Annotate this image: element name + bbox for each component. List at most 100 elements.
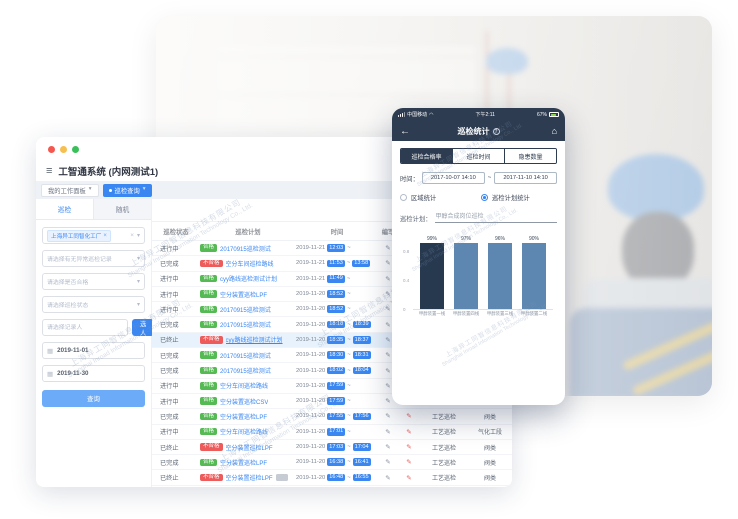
plan-link[interactable]: 空分装置巡检CSV [220, 399, 269, 406]
time-date: 2019-11-20 [296, 367, 326, 374]
sidebar-tab-random[interactable]: 随机 [94, 199, 151, 219]
segment-tab-1[interactable]: 巡检合格率 [401, 149, 452, 163]
filter-select-1[interactable]: 请选择有无异常巡检记录 ▾ [42, 250, 145, 267]
back-icon[interactable]: ← [400, 125, 410, 137]
chevron-down-icon: ▾ [88, 186, 92, 193]
plan-link[interactable]: 20170915巡检测试 [220, 246, 271, 253]
plan-link[interactable]: 空分车间巡检路线 [220, 384, 269, 391]
plan-link[interactable]: 20170915巡检测试 [220, 369, 271, 376]
radio-label: 区域统计 [411, 195, 437, 202]
battery-icon [549, 112, 559, 117]
area-cell: 气化工段 [477, 430, 502, 437]
plan-link[interactable]: 空分装置巡检LPF [220, 414, 268, 421]
tab-inspection-query[interactable]: 巡检查询 ▾ [102, 183, 152, 197]
date-start-field[interactable]: ▦ 2019-11-01 [42, 342, 145, 359]
time-date: 2019-11-20 [296, 398, 326, 405]
plan-link[interactable]: 空分装置巡检LPF [220, 460, 268, 467]
plan-link[interactable]: 空分车间巡检路线 [220, 430, 269, 437]
pick-person-button[interactable]: 选人 [132, 319, 155, 337]
filter-placeholder: 请选择巡检状态 [47, 303, 89, 309]
bar[interactable] [488, 243, 512, 309]
filter-select-3[interactable]: 请选择巡检状态 ▾ [42, 296, 145, 313]
plan-cell: 合格 空分装置巡检LPF [200, 412, 296, 421]
edit-icon[interactable]: ✎ [406, 428, 412, 436]
bar[interactable] [420, 243, 444, 309]
tab-inspection-query-label: 巡检查询 [114, 187, 140, 195]
table-row[interactable]: 已终止 不合格 空分装置巡检LPF 2019-11-20 16:48 ~16:55 ✎ ✎ 工艺… [152, 470, 512, 486]
help-icon[interactable]: ? [492, 128, 500, 135]
sidebar-tab-inspection[interactable]: 巡检 [36, 199, 94, 219]
org-select[interactable]: 上海异工同智化工厂 × × ▾ [42, 227, 145, 244]
plan-link[interactable]: cyy路线巡检测试计划 [220, 277, 278, 284]
plan-cell: 不合格 空分装置巡检LPF [200, 473, 296, 482]
plan-cell: 合格 20170915巡检测试 [200, 351, 296, 360]
plan-link[interactable]: 空分车间巡检路线 [225, 261, 274, 268]
zoom-button[interactable] [72, 146, 79, 153]
plan-link[interactable]: 空分装置巡检LPF [225, 445, 273, 452]
query-button[interactable]: 查询 [42, 389, 145, 407]
y-tick-label: 0.8 [403, 248, 410, 254]
time-cell: 2019-11-20 16:38 ~16:41 [296, 458, 378, 467]
time-to-field[interactable]: 2017-11-10 14:10 [494, 172, 557, 184]
range-separator: ~ [487, 175, 492, 181]
filter-select-2[interactable]: 请选择是否合格 ▾ [42, 273, 145, 290]
time-start-badge: 11:53 [327, 259, 345, 268]
plan-cell: 合格 20170915巡检测试 [200, 366, 296, 375]
minimize-button[interactable] [60, 146, 67, 153]
plan-cell: 合格 空分车间巡检路线 [200, 427, 296, 436]
status-cell: 已完成 [160, 260, 179, 268]
pass-badge: 合格 [200, 290, 218, 298]
bar[interactable] [454, 243, 478, 309]
status-cell: 已终止 [160, 475, 179, 483]
edit-icon[interactable]: ✎ [406, 459, 412, 467]
bar[interactable] [522, 243, 546, 309]
time-start-badge: 11:49 [327, 274, 345, 283]
x-axis-line [413, 309, 553, 310]
plan-link[interactable]: 空分装置巡检LPF [225, 476, 273, 483]
time-date: 2019-11-20 [296, 306, 326, 313]
radio-option-2[interactable]: 巡检计划统计 [481, 193, 557, 202]
bars-group: 99% 甲醇装置一线 97% 甲醇装置四线 96% 甲醇装置三线 90% 甲醇装置二线 [419, 236, 551, 316]
home-icon[interactable]: ⌂ [551, 126, 557, 136]
bar-value-label: 90% [528, 236, 539, 243]
time-tilde: ~ [347, 428, 351, 435]
fail-badge: 不合格 [200, 259, 223, 268]
time-tilde: ~ [346, 275, 351, 282]
org-tag: 上海异工同智化工厂 × [47, 229, 111, 242]
time-from-field[interactable]: 2017-10-07 14:10 [421, 172, 485, 184]
plan-link[interactable]: 20170915巡检测试 [220, 307, 271, 314]
table-row[interactable]: 已终止 不合格 空分装置巡检LPF 2019-11-20 17:03 ~17:04 ✎ ✎ 工艺… [152, 439, 512, 456]
radio-option-1[interactable]: 区域统计 [400, 193, 476, 202]
segment-tab-2[interactable]: 巡检时间 [452, 149, 504, 163]
area-cell: 阀类 [483, 414, 496, 421]
status-cell: 已完成 [160, 322, 179, 330]
clear-icon[interactable]: × [130, 232, 134, 239]
plan-link[interactable]: 20170915巡检测试 [220, 353, 271, 360]
plan-select[interactable]: 甲醇合成岗位巡检 [435, 211, 557, 223]
table-row[interactable]: 已完成 合格 空分装置巡检LPF 2019-11-20 16:38 ~16:41 ✎ ✎ 工艺巡… [152, 455, 512, 471]
recorder-input[interactable] [42, 319, 128, 336]
plan-link[interactable]: 空分装置巡检LPF [220, 292, 268, 299]
writer-icon: ✎ [385, 367, 391, 375]
edit-icon[interactable]: ✎ [406, 444, 412, 451]
table-row[interactable]: 已完成 合格 空分装置巡检LPF 2019-11-20 17:55 ~17:56 ✎ ✎ 工艺巡… [152, 409, 512, 425]
menu-icon[interactable]: ≡ [46, 164, 53, 177]
tab-workboard[interactable]: 我的工作面板 ▾ [41, 183, 99, 197]
close-button[interactable] [48, 146, 55, 153]
phone-title-text: 巡检统计 [457, 126, 490, 136]
column-header-3: 时间 [330, 228, 344, 236]
date-end-field[interactable]: ▦ 2019-11-30 [42, 365, 145, 382]
plan-link[interactable]: cyy路线巡检测试计划 [225, 338, 283, 345]
pass-badge: 合格 [200, 458, 218, 467]
time-end-badge: 18:04 [352, 366, 371, 375]
plan-cell: 合格 20170915巡检测试 [200, 320, 296, 329]
table-row[interactable]: 进行中 合格 空分车间巡检路线 2019-11-20 17:01 ~ ✎ ✎ 工艺巡检 气化工段 [152, 424, 512, 440]
segment-tab-3[interactable]: 隐患数量 [504, 149, 556, 163]
edit-icon[interactable]: ✎ [406, 474, 412, 482]
writer-icon: ✎ [385, 352, 391, 360]
edit-icon[interactable]: ✎ [406, 413, 412, 421]
time-end-badge: 16:41 [352, 458, 371, 467]
phone-page-title: 巡检统计? [392, 126, 565, 137]
tag-close-icon[interactable]: × [103, 232, 107, 239]
plan-link[interactable]: 20170915巡检测试 [220, 323, 271, 330]
